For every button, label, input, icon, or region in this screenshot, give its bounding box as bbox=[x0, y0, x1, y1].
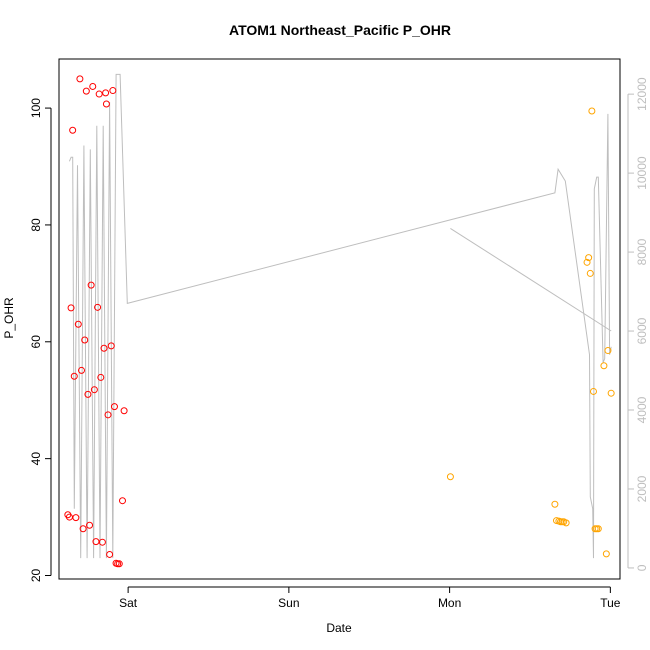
y2-tick-label: 0 bbox=[635, 564, 649, 571]
line-series-layer bbox=[68, 73, 612, 559]
data-point bbox=[586, 269, 594, 277]
data-point bbox=[74, 320, 82, 328]
data-point bbox=[585, 254, 593, 262]
data-point bbox=[110, 403, 118, 411]
y-tick-label: 60 bbox=[29, 335, 43, 349]
data-point bbox=[607, 389, 615, 397]
data-point bbox=[89, 82, 97, 90]
data-point bbox=[588, 107, 596, 115]
line-series-2 bbox=[68, 73, 612, 559]
y2-tick-label: 12000 bbox=[635, 77, 649, 111]
data-point bbox=[604, 347, 612, 355]
line-series-3 bbox=[450, 227, 612, 332]
point-series-layer bbox=[64, 75, 615, 568]
data-point bbox=[583, 258, 591, 266]
y2-tick-label: 2000 bbox=[635, 475, 649, 502]
data-point bbox=[107, 342, 115, 350]
data-point bbox=[551, 500, 559, 508]
data-point bbox=[69, 126, 77, 134]
data-point bbox=[94, 303, 102, 311]
x-tick-label: Sun bbox=[278, 596, 299, 610]
data-point bbox=[602, 550, 610, 558]
y-tick-label: 80 bbox=[29, 218, 43, 232]
data-point bbox=[81, 336, 89, 344]
x-tick-label: Tue bbox=[600, 596, 621, 610]
data-point bbox=[102, 89, 110, 97]
y-tick-label: 40 bbox=[29, 452, 43, 466]
data-point bbox=[78, 366, 86, 374]
data-point bbox=[67, 304, 75, 312]
data-point bbox=[100, 344, 108, 352]
y2-tick-label: 10000 bbox=[635, 156, 649, 190]
y2-tick-label: 6000 bbox=[635, 317, 649, 344]
y-tick-label: 100 bbox=[29, 98, 43, 118]
data-point bbox=[446, 473, 454, 481]
data-point bbox=[600, 362, 608, 370]
y-axis: 20 40 60 80 100 bbox=[29, 98, 52, 583]
chart-title: ATOM1 Northeast_Pacific P_OHR bbox=[229, 22, 451, 38]
data-point bbox=[115, 560, 123, 568]
x-axis: Sat Sun Mon Tue bbox=[119, 586, 621, 610]
data-point bbox=[90, 386, 98, 394]
data-point bbox=[120, 407, 128, 415]
data-point bbox=[95, 90, 103, 98]
data-point bbox=[102, 100, 110, 108]
y2-tick-label: 8000 bbox=[635, 238, 649, 265]
data-point bbox=[76, 75, 84, 83]
x-tick-label: Mon bbox=[438, 596, 461, 610]
data-point bbox=[118, 497, 126, 505]
x-axis-label: Date bbox=[326, 621, 352, 635]
data-point bbox=[72, 514, 80, 522]
x-tick-label: Sat bbox=[119, 596, 138, 610]
data-point bbox=[104, 411, 112, 419]
data-point bbox=[109, 87, 117, 95]
data-point bbox=[79, 525, 87, 533]
data-point bbox=[106, 550, 114, 558]
data-point bbox=[98, 538, 106, 546]
data-point bbox=[589, 387, 597, 395]
data-point bbox=[84, 390, 92, 398]
y-tick-label: 20 bbox=[29, 569, 43, 583]
data-point bbox=[562, 519, 570, 527]
y-axis-label: P_OHR bbox=[2, 297, 16, 339]
data-point bbox=[97, 373, 105, 381]
data-point bbox=[82, 87, 90, 95]
data-point bbox=[70, 372, 78, 380]
y2-tick-label: 4000 bbox=[635, 396, 649, 423]
data-point bbox=[86, 521, 94, 529]
plot-box bbox=[58, 58, 621, 580]
data-point bbox=[594, 525, 602, 533]
y2-axis: 0 2000 4000 6000 8000 10000 12000 bbox=[627, 77, 649, 571]
data-point bbox=[87, 281, 95, 289]
